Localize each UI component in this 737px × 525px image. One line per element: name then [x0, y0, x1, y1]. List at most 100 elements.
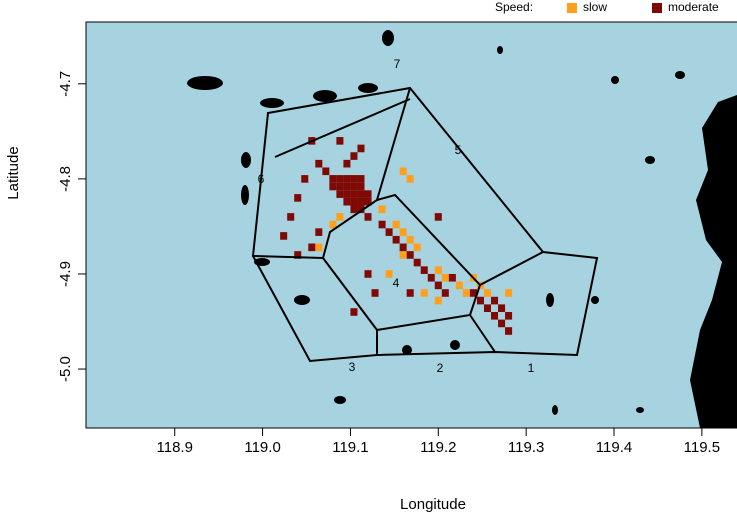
- zone-label: 1: [528, 361, 535, 375]
- cell: [505, 327, 513, 335]
- cell: [315, 243, 323, 252]
- cell: [336, 175, 344, 183]
- cell: [378, 205, 386, 214]
- cell: [343, 159, 351, 168]
- cell: [505, 312, 513, 320]
- cell: [280, 232, 288, 240]
- cell: [378, 220, 386, 229]
- x-tick-label: 119.4: [596, 439, 632, 456]
- cell: [476, 296, 484, 305]
- sea: [86, 22, 737, 428]
- cell: [336, 213, 344, 221]
- cell: [406, 235, 414, 244]
- legend-swatch: [652, 3, 662, 13]
- cell: [336, 137, 344, 145]
- cell: [357, 182, 365, 191]
- x-tick-label: 119.2: [420, 439, 456, 456]
- cell: [434, 281, 442, 290]
- cell: [315, 228, 323, 236]
- cell: [441, 289, 449, 297]
- cell: [357, 144, 365, 153]
- cell: [498, 319, 506, 328]
- cell: [350, 205, 358, 214]
- cell: [294, 251, 302, 259]
- land: [187, 30, 737, 428]
- cell: [308, 243, 316, 252]
- zone-label: 3: [349, 360, 356, 374]
- cell: [350, 152, 358, 160]
- zone-label: 7: [394, 57, 401, 71]
- cell: [469, 289, 477, 297]
- cell: [505, 289, 513, 297]
- cell: [434, 266, 442, 274]
- cell: [434, 213, 442, 221]
- zone-label: 4: [393, 276, 400, 290]
- cell: [329, 182, 337, 191]
- cell: [364, 197, 372, 206]
- cell: [336, 190, 344, 198]
- cell: [427, 273, 435, 282]
- x-tick-label: 119.0: [244, 439, 280, 456]
- cell: [483, 304, 492, 312]
- cell: [385, 228, 393, 236]
- cell: [315, 159, 323, 168]
- zone-label: 6: [258, 172, 265, 186]
- cell: [322, 167, 330, 176]
- cell: [491, 296, 499, 305]
- cell: [406, 289, 414, 297]
- cell: [420, 289, 428, 297]
- cell: [357, 205, 365, 214]
- cell: [385, 270, 393, 278]
- cell: [491, 312, 499, 320]
- legend-title: Speed:: [495, 0, 533, 14]
- y-tick-label: -4.8: [57, 166, 74, 192]
- cell: [371, 289, 379, 297]
- cell: [406, 175, 414, 183]
- cell: [343, 190, 351, 198]
- cell: [462, 289, 470, 297]
- cell: [357, 197, 365, 206]
- x-tick-label: 118.9: [157, 439, 193, 456]
- cell: [399, 167, 407, 176]
- cell: [357, 175, 365, 183]
- cell: [498, 304, 506, 312]
- legend-label: slow: [583, 0, 607, 14]
- y-axis-title: Latitude: [5, 146, 22, 199]
- cell: [364, 190, 372, 198]
- cell: [350, 175, 358, 183]
- cell: [413, 258, 421, 267]
- cell: [343, 175, 351, 183]
- cell: [448, 273, 456, 282]
- cell: [455, 281, 463, 290]
- cell: [399, 228, 407, 236]
- cell: [350, 197, 358, 206]
- cell: [350, 182, 358, 191]
- cell: [399, 243, 407, 252]
- cell: [301, 175, 309, 183]
- cell: [343, 182, 351, 191]
- y-tick-label: -4.9: [57, 261, 74, 287]
- cell: [329, 220, 337, 229]
- cell: [420, 266, 428, 274]
- cell: [287, 213, 295, 221]
- cell: [434, 296, 442, 305]
- cell: [392, 220, 400, 229]
- cell: [399, 251, 407, 259]
- plot-frame: [85, 21, 737, 429]
- cell: [357, 190, 365, 198]
- cell: [364, 270, 372, 278]
- zone-boundaries: [251, 86, 599, 363]
- y-tick-label: -4.7: [57, 71, 74, 97]
- legend-label: moderate: [668, 0, 719, 14]
- y-tick-label: -5.0: [57, 356, 74, 382]
- cell: [350, 308, 358, 316]
- cell: [364, 213, 372, 221]
- zone-label: 5: [455, 143, 462, 157]
- cell: [406, 251, 414, 259]
- cell: [483, 289, 492, 297]
- x-tick-label: 119.1: [332, 439, 368, 456]
- legend-swatch: [567, 3, 577, 13]
- zone-label: 2: [437, 361, 444, 375]
- cell: [294, 194, 302, 202]
